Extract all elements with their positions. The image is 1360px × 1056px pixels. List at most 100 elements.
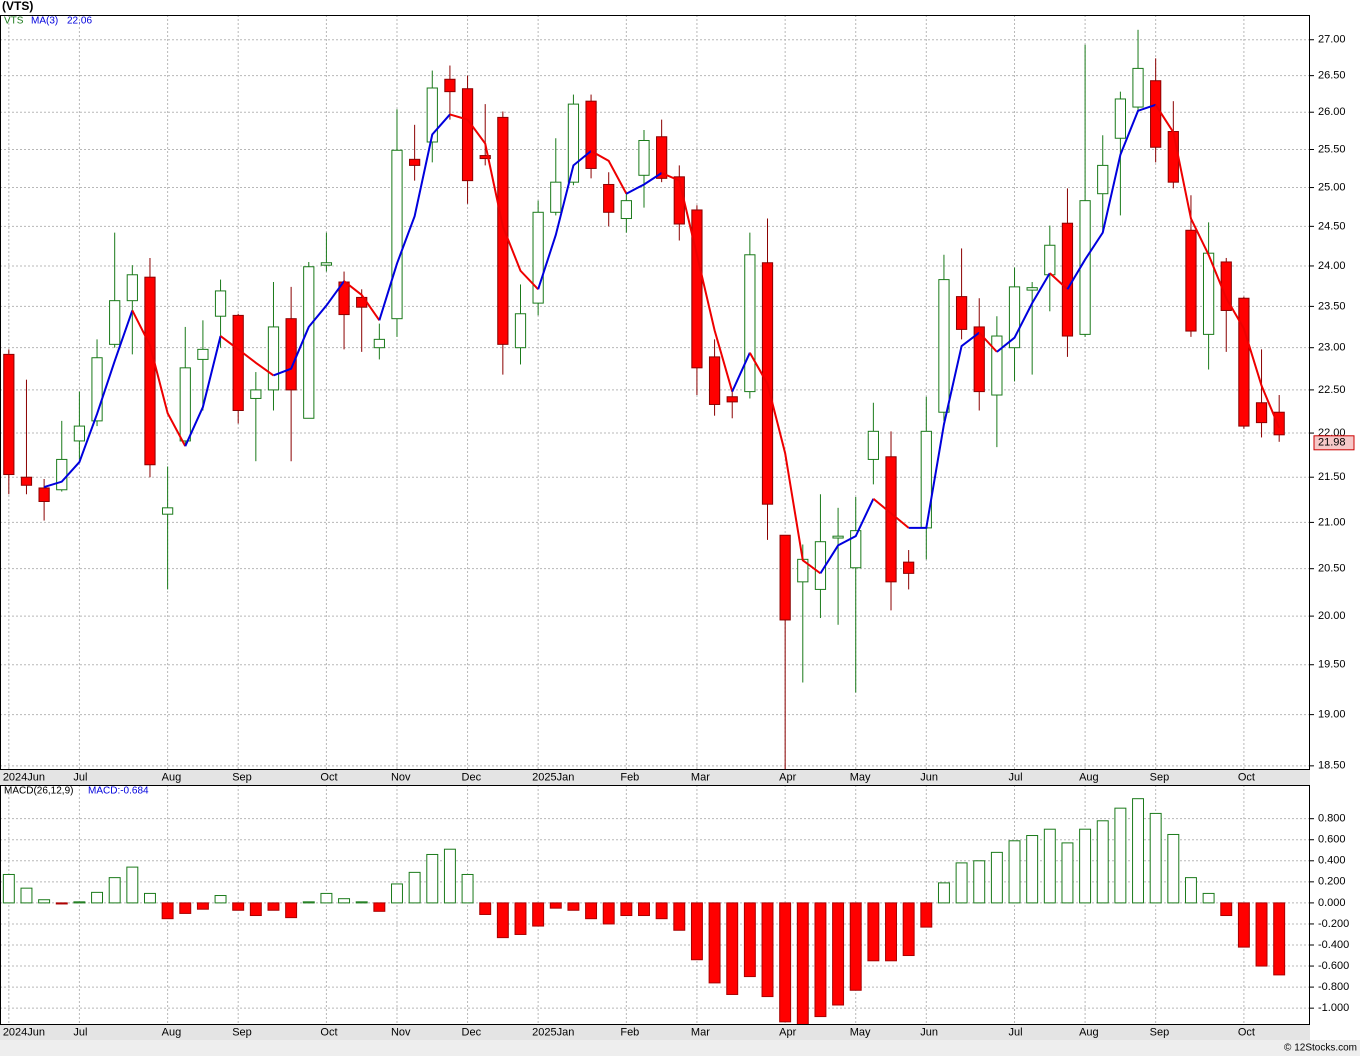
candle-body xyxy=(850,530,862,569)
candle-body xyxy=(1061,222,1074,337)
macd-bar xyxy=(1167,833,1180,904)
y-tick-label: -0.800 xyxy=(1318,981,1349,993)
candle-body xyxy=(179,367,191,442)
macd-bar xyxy=(391,883,403,904)
candle-body xyxy=(303,266,315,419)
y-tick-label: -0.400 xyxy=(1318,939,1349,951)
x-tick-label: Apr xyxy=(779,1026,796,1038)
y-tick-label: 26.50 xyxy=(1318,70,1346,82)
macd-bar xyxy=(373,902,386,912)
candle-body xyxy=(409,158,421,166)
macd-bar xyxy=(1149,812,1162,904)
candle-body xyxy=(320,262,333,266)
macd-bar xyxy=(196,902,209,910)
candle-body xyxy=(920,430,932,529)
macd-bar xyxy=(1132,798,1144,904)
macd-bar xyxy=(232,902,245,911)
macd-bar xyxy=(1043,828,1056,904)
ma-line xyxy=(996,272,1051,353)
ma-line xyxy=(1049,272,1069,291)
macd-bar xyxy=(885,902,897,962)
candle-body xyxy=(250,389,262,399)
macd-bar xyxy=(461,873,474,904)
ma-line xyxy=(273,280,345,377)
ma-line xyxy=(343,280,381,321)
macd-bar xyxy=(91,891,104,904)
y-tick-label: 0.800 xyxy=(1318,813,1346,825)
candle-body xyxy=(38,487,50,502)
candle-body xyxy=(73,425,86,442)
macd-bar xyxy=(426,853,439,904)
candle-body xyxy=(285,318,297,391)
macd-bar xyxy=(479,902,492,915)
ma-line xyxy=(908,331,980,529)
x-tick-label: Dec xyxy=(462,1026,482,1038)
candle-body xyxy=(1185,229,1197,332)
macd-bar xyxy=(902,902,915,957)
macd-bar xyxy=(514,902,527,935)
macd-bar xyxy=(832,902,845,1006)
x-tick-label: 2024Jun xyxy=(3,771,45,783)
y-tick-label: 19.50 xyxy=(1318,659,1346,671)
candle-body xyxy=(1008,286,1021,349)
candle-body xyxy=(1255,402,1268,424)
macd-bar xyxy=(920,902,933,928)
macd-bar xyxy=(1184,877,1197,904)
price-panel-frame xyxy=(0,15,1310,770)
plot-layer: 18.5019.0019.5020.0020.5021.0021.5022.00… xyxy=(0,15,1355,1038)
candle-body xyxy=(1097,164,1109,195)
macd-bar xyxy=(990,851,1003,904)
x-tick-label: May xyxy=(850,771,871,783)
x-tick-label: Oct xyxy=(1238,771,1255,783)
candle-body xyxy=(885,456,897,583)
candle-body xyxy=(938,279,950,413)
macd-bar xyxy=(320,892,333,904)
candle-body xyxy=(567,103,580,183)
ma-line xyxy=(449,113,539,290)
macd-bar xyxy=(1237,902,1250,948)
candle-body xyxy=(867,430,879,460)
candle-body xyxy=(1132,67,1144,108)
x-tick-label: Jun xyxy=(920,771,938,783)
macd-bar xyxy=(761,902,774,998)
ma-line xyxy=(661,172,734,392)
macd-bar xyxy=(55,902,68,905)
y-tick-label: 24.00 xyxy=(1318,260,1346,272)
macd-bar xyxy=(638,902,650,917)
candle-body xyxy=(550,181,562,213)
y-tick-label: 20.50 xyxy=(1318,563,1346,575)
y-tick-label: 22.50 xyxy=(1318,384,1346,396)
candle-body xyxy=(20,476,33,486)
x-tick-label: Jul xyxy=(73,1026,87,1038)
ma-line xyxy=(872,498,910,529)
macd-bar xyxy=(338,898,351,904)
last-price-box xyxy=(1313,435,1355,451)
candle-body xyxy=(532,211,544,304)
macd-bar xyxy=(814,902,827,1018)
ma-line xyxy=(131,310,187,447)
chart-title: (VTS) xyxy=(2,0,33,13)
y-tick-label: 27.00 xyxy=(1318,34,1346,46)
candle-body xyxy=(1114,98,1127,139)
ma-line xyxy=(731,352,751,393)
y-tick-label: -1.000 xyxy=(1318,1002,1349,1014)
macd-bar xyxy=(726,902,739,995)
ma-line xyxy=(43,310,134,489)
candle-body xyxy=(56,458,68,491)
macd-bar xyxy=(161,902,174,920)
macd-bar xyxy=(1096,820,1109,904)
macd-bar xyxy=(496,902,509,939)
candle-body xyxy=(726,396,738,403)
candle-body xyxy=(1238,297,1250,427)
y-tick-label: 23.00 xyxy=(1318,342,1346,354)
macd-bar xyxy=(408,871,421,904)
candle-body xyxy=(691,209,703,369)
ma-line xyxy=(219,335,275,377)
macd-bar xyxy=(937,882,950,904)
y-tick-label: 21.00 xyxy=(1318,516,1346,528)
candle-body xyxy=(497,116,509,345)
macd-bar xyxy=(355,901,368,904)
x-tick-label: Jul xyxy=(73,771,87,783)
x-tick-label: Mar xyxy=(691,1026,710,1038)
ma-line xyxy=(819,498,875,574)
